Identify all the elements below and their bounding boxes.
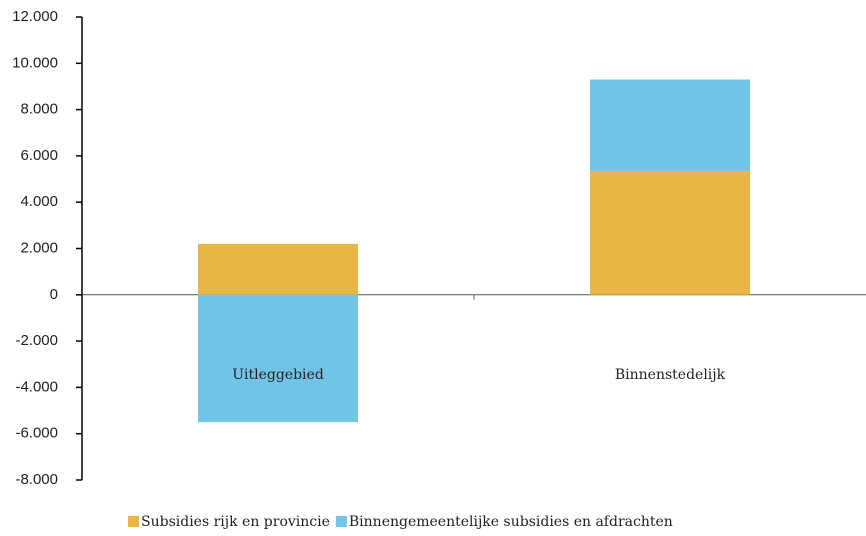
y-tick-label: -2.000: [15, 332, 58, 349]
bar: [198, 243, 358, 295]
y-tick-label: 8.000: [20, 101, 58, 118]
bar: [198, 294, 358, 423]
legend: Subsidies rijk en provincie Binnengemeent…: [128, 514, 673, 530]
y-tick-label: 10.000: [12, 54, 58, 71]
bar: [590, 170, 750, 295]
bar: [590, 79, 750, 171]
x-tick-label: Uitleggebied: [232, 367, 324, 383]
y-tick-label: -8.000: [15, 471, 58, 488]
y-tick-label: 0: [50, 286, 58, 303]
legend-label: Binnengemeentelijke subsidies en afdrach…: [349, 514, 673, 530]
y-tick-label: -4.000: [15, 378, 58, 395]
y-tick-label: 6.000: [20, 147, 58, 164]
y-tick-label: 12.000: [12, 8, 58, 25]
x-tick-label: Binnenstedelijk: [615, 367, 726, 383]
y-tick-label: 2.000: [20, 239, 58, 256]
y-tick-label: 4.000: [20, 193, 58, 210]
legend-swatch: [335, 516, 347, 527]
legend-label: Subsidies rijk en provincie: [141, 514, 330, 530]
legend-swatch: [128, 516, 139, 527]
y-tick-label: -6.000: [15, 425, 58, 442]
